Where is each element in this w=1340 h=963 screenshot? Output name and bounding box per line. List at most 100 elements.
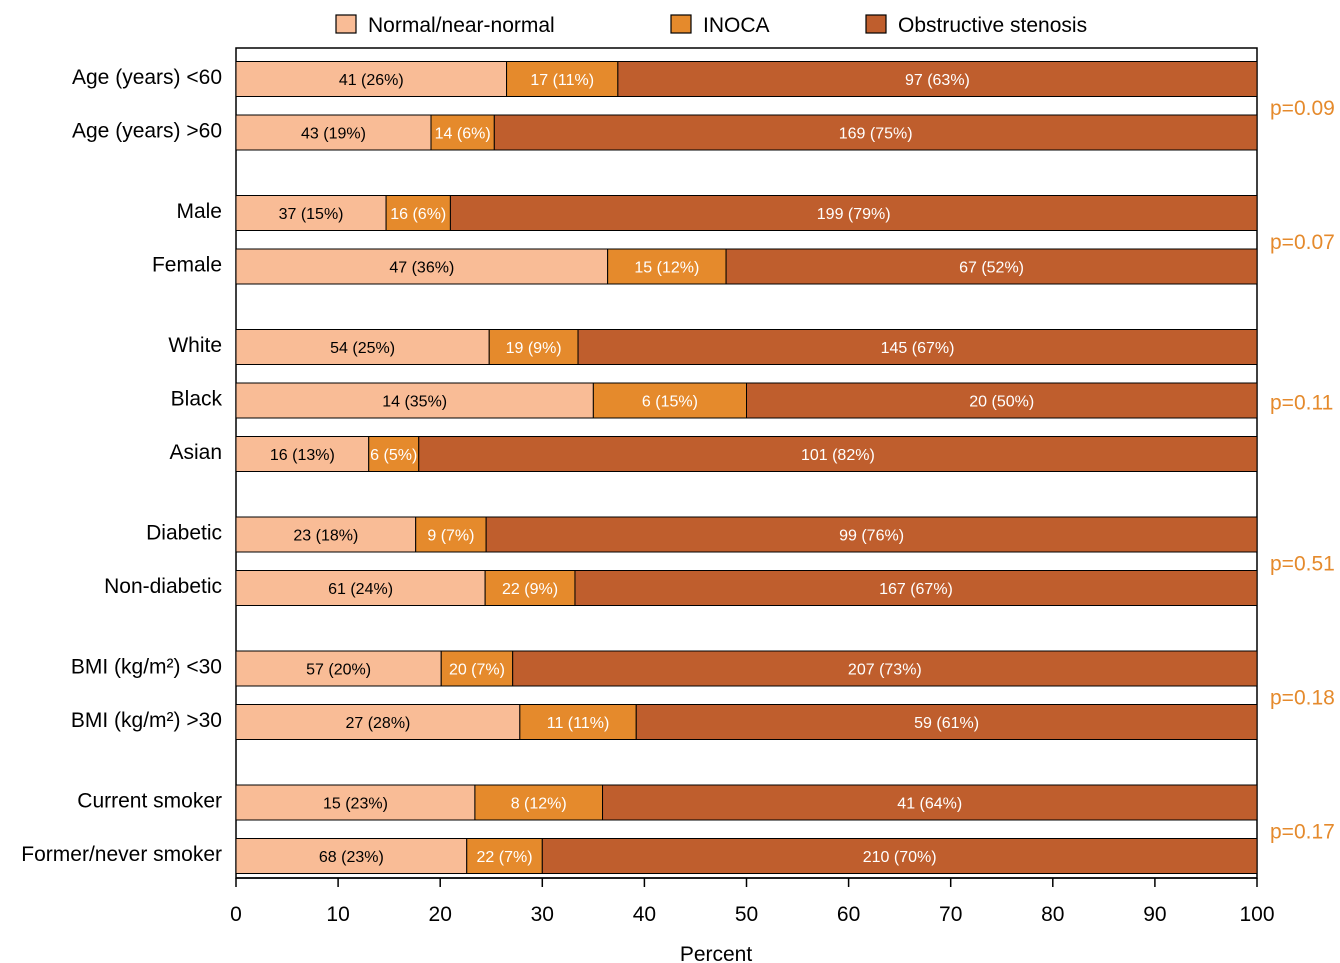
- bar-segment-inoca: [440, 650, 514, 687]
- x-tick-label: 20: [429, 903, 452, 926]
- bar-segment-inoca: [607, 248, 727, 285]
- data-label: 41 (26%): [339, 72, 404, 89]
- bar-segment-normal-near-normal: [235, 838, 468, 874]
- bar-segment-obstructive-stenosis: [617, 61, 1258, 97]
- p-value-label: p=0.11: [1270, 392, 1333, 415]
- data-label: 9 (7%): [427, 528, 474, 545]
- bar-segment-normal-near-normal: [235, 195, 387, 231]
- category-label: Age (years) <60: [72, 66, 222, 89]
- data-label: 20 (50%): [969, 394, 1034, 411]
- category-label: Black: [171, 388, 223, 411]
- data-label: 59 (61%): [914, 715, 979, 732]
- category-label: Former/never smoker: [21, 843, 222, 866]
- category-label: Female: [152, 254, 222, 277]
- bar-segment-normal-near-normal: [235, 248, 609, 285]
- bar-segment-normal-near-normal: [235, 329, 490, 365]
- p-value-label: p=0.17: [1270, 820, 1335, 843]
- bar-segment-obstructive-stenosis: [512, 650, 1258, 687]
- bar-segment-inoca: [415, 516, 487, 553]
- category-label: Asian: [169, 441, 222, 464]
- bar-segment-inoca: [368, 436, 420, 472]
- category-label: Male: [176, 200, 222, 223]
- x-tick-label: 30: [531, 903, 554, 926]
- bar-segment-normal-near-normal: [235, 704, 521, 740]
- data-label: 43 (19%): [301, 126, 366, 143]
- data-label: 37 (15%): [279, 206, 344, 223]
- x-tick-label: 10: [326, 903, 349, 926]
- data-label: 199 (79%): [817, 206, 891, 223]
- bar-segment-obstructive-stenosis: [418, 436, 1258, 472]
- bar-segment-inoca: [474, 784, 604, 821]
- category-label: BMI (kg/m²) <30: [71, 656, 222, 679]
- data-label: 14 (6%): [435, 126, 491, 143]
- bar-segment-inoca: [484, 570, 576, 606]
- data-label: 14 (35%): [382, 394, 447, 411]
- data-label: 27 (28%): [345, 715, 410, 732]
- bar-segment-inoca: [519, 704, 637, 740]
- data-label: 47 (36%): [389, 260, 454, 277]
- bar-segment-obstructive-stenosis: [493, 114, 1258, 151]
- data-label: 23 (18%): [293, 528, 358, 545]
- x-tick-label: 60: [837, 903, 860, 926]
- data-label: 68 (23%): [319, 849, 384, 866]
- data-label: 61 (24%): [328, 581, 393, 598]
- bar-segment-obstructive-stenosis: [635, 704, 1258, 740]
- data-label: 6 (15%): [642, 394, 698, 411]
- category-label: Current smoker: [77, 790, 222, 813]
- x-tick-label: 100: [1239, 903, 1274, 926]
- bar-segment-obstructive-stenosis: [541, 838, 1258, 874]
- x-tick-label: 90: [1143, 903, 1166, 926]
- p-value-label: p=0.09: [1270, 97, 1335, 120]
- bar-segment-obstructive-stenosis: [746, 382, 1258, 419]
- x-axis-title: Percent: [680, 943, 753, 963]
- x-tick-label: 40: [633, 903, 656, 926]
- bar-segment-inoca: [430, 114, 495, 151]
- data-label: 41 (64%): [897, 796, 962, 813]
- data-label: 99 (76%): [839, 528, 904, 545]
- bar-segment-inoca: [506, 61, 619, 97]
- x-tick-label: 50: [735, 903, 758, 926]
- category-label: BMI (kg/m²) >30: [71, 709, 222, 732]
- data-label: 169 (75%): [839, 126, 913, 143]
- data-label: 22 (7%): [477, 849, 533, 866]
- p-values: p=0.09 p=0.07 p=0.11 p=0.51 p=0.18 p=0.17: [1270, 97, 1335, 844]
- data-label: 16 (13%): [270, 447, 335, 464]
- bar-segment-normal-near-normal: [235, 382, 594, 419]
- data-label: 15 (23%): [323, 796, 388, 813]
- bar-segment-inoca: [385, 195, 451, 231]
- data-label: 145 (67%): [881, 340, 955, 357]
- category-label: Non-diabetic: [104, 575, 222, 598]
- data-label: 6 (5%): [370, 447, 417, 464]
- data-label: 101 (82%): [801, 447, 875, 464]
- bar-segment-inoca: [488, 329, 579, 365]
- bar-segment-normal-near-normal: [235, 61, 508, 97]
- data-label: 8 (12%): [511, 796, 567, 813]
- legend-swatch-0: [335, 14, 357, 34]
- data-label: 207 (73%): [848, 662, 922, 679]
- data-label: 20 (7%): [449, 662, 505, 679]
- legend-label-2: Obstructive stenosis: [898, 14, 1087, 37]
- bar-segment-inoca: [592, 382, 747, 419]
- data-label: 17 (11%): [530, 72, 594, 89]
- category-labels: Age (years) <60 Age (years) >60 Male Female…: [21, 66, 222, 866]
- p-value-label: p=0.51: [1270, 552, 1335, 575]
- bar-segment-normal-near-normal: [235, 436, 370, 472]
- bars: 41 (26%) 17 (11%) 97 (63%) 43 (19%) 14 (6%) 1…: [235, 61, 1258, 874]
- data-label: 15 (12%): [634, 260, 699, 277]
- bar-segment-obstructive-stenosis: [485, 516, 1258, 553]
- bar-segment-obstructive-stenosis: [449, 195, 1258, 231]
- x-axis: 0 10 20 30 40 50 60 70 80 90 100: [230, 877, 1275, 926]
- data-label: 11 (11%): [547, 715, 610, 732]
- data-label: 19 (9%): [506, 340, 562, 357]
- p-value-label: p=0.07: [1270, 231, 1335, 254]
- bar-segment-obstructive-stenosis: [577, 329, 1258, 365]
- bar-segment-obstructive-stenosis: [602, 784, 1258, 821]
- bar-segment-obstructive-stenosis: [725, 248, 1258, 285]
- legend-swatch-2: [865, 14, 887, 34]
- legend: Normal/near-normal INOCA Obstructive steno…: [335, 14, 1087, 37]
- legend-swatch-1: [670, 14, 692, 34]
- bar-segment-normal-near-normal: [235, 114, 432, 151]
- data-label: 57 (20%): [306, 662, 371, 679]
- p-value-label: p=0.18: [1270, 686, 1335, 709]
